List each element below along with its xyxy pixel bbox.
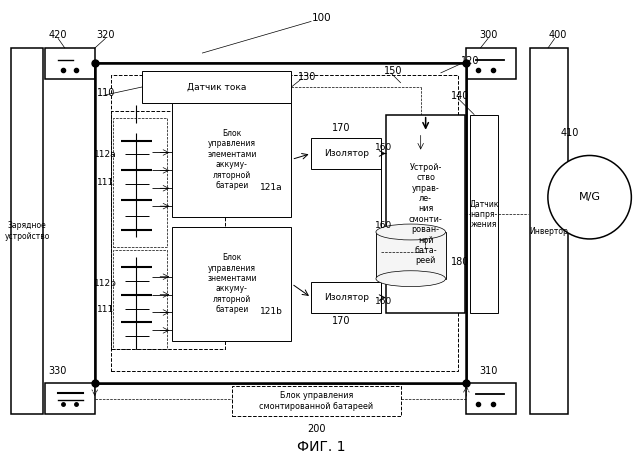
- Text: 170: 170: [332, 122, 351, 133]
- Text: ФИГ. 1: ФИГ. 1: [297, 440, 346, 454]
- Bar: [12, 48, 43, 414]
- Text: Зарядное
устройство: Зарядное устройство: [4, 221, 50, 241]
- Bar: [232, 386, 401, 416]
- Ellipse shape: [376, 224, 445, 240]
- Ellipse shape: [376, 271, 445, 286]
- Bar: [376, 232, 445, 279]
- Text: 130: 130: [298, 72, 317, 82]
- Text: 150: 150: [383, 66, 402, 76]
- Text: 111: 111: [97, 305, 115, 314]
- Text: 200: 200: [307, 424, 326, 434]
- Text: M/G: M/G: [579, 192, 600, 202]
- Text: 112b: 112b: [94, 279, 117, 288]
- Bar: [45, 383, 95, 414]
- Bar: [172, 103, 291, 217]
- Bar: [312, 138, 381, 170]
- Text: 320: 320: [97, 30, 115, 40]
- Bar: [45, 48, 95, 79]
- Bar: [111, 111, 225, 349]
- Text: Датчик
напря-
жения: Датчик напря- жения: [470, 199, 499, 229]
- Bar: [113, 118, 167, 247]
- Bar: [172, 227, 291, 341]
- Text: 160: 160: [375, 220, 392, 230]
- Bar: [111, 75, 458, 371]
- Bar: [467, 383, 516, 414]
- Bar: [386, 115, 465, 314]
- Bar: [467, 48, 516, 79]
- Text: 140: 140: [451, 91, 470, 101]
- Text: Изолятор: Изолятор: [324, 293, 369, 302]
- Bar: [470, 115, 498, 314]
- Text: Блок управления
смонтированной батареей: Блок управления смонтированной батареей: [259, 391, 373, 411]
- Circle shape: [548, 156, 631, 239]
- Text: 400: 400: [548, 30, 567, 40]
- Text: 100: 100: [312, 13, 331, 24]
- Text: 180: 180: [451, 257, 470, 267]
- Text: Инвертор: Инвертор: [529, 226, 568, 236]
- Bar: [530, 48, 568, 414]
- Text: 111: 111: [97, 178, 115, 187]
- Text: 121a: 121a: [260, 183, 283, 192]
- Text: 112a: 112a: [94, 150, 117, 159]
- Text: Датчик тока: Датчик тока: [188, 82, 246, 91]
- Text: 110: 110: [97, 88, 115, 98]
- Bar: [113, 250, 167, 349]
- Bar: [312, 282, 381, 314]
- Text: Блок
управления
знементами
аккуму-
ляторной
батареи: Блок управления знементами аккуму- лятор…: [207, 253, 257, 314]
- Text: Блок
управления
элементами
аккуму-
ляторной
батареи: Блок управления элементами аккуму- лятор…: [207, 129, 257, 190]
- Text: 300: 300: [479, 30, 497, 40]
- Text: 170: 170: [332, 316, 351, 327]
- Text: Изолятор: Изолятор: [324, 149, 369, 158]
- Text: 310: 310: [479, 366, 497, 376]
- Text: 410: 410: [561, 128, 579, 138]
- Text: Устрой-
ство
управ-
ле-
ния
смонти-
рован-
ной
бата-
реей: Устрой- ство управ- ле- ния смонти- рова…: [409, 163, 442, 265]
- Bar: [95, 63, 467, 383]
- Text: 160: 160: [375, 297, 392, 306]
- Text: 120: 120: [461, 56, 479, 66]
- Text: 121b: 121b: [260, 307, 283, 316]
- Bar: [143, 71, 291, 103]
- Text: 160: 160: [375, 143, 392, 152]
- Text: 330: 330: [49, 366, 67, 376]
- Text: 420: 420: [49, 30, 67, 40]
